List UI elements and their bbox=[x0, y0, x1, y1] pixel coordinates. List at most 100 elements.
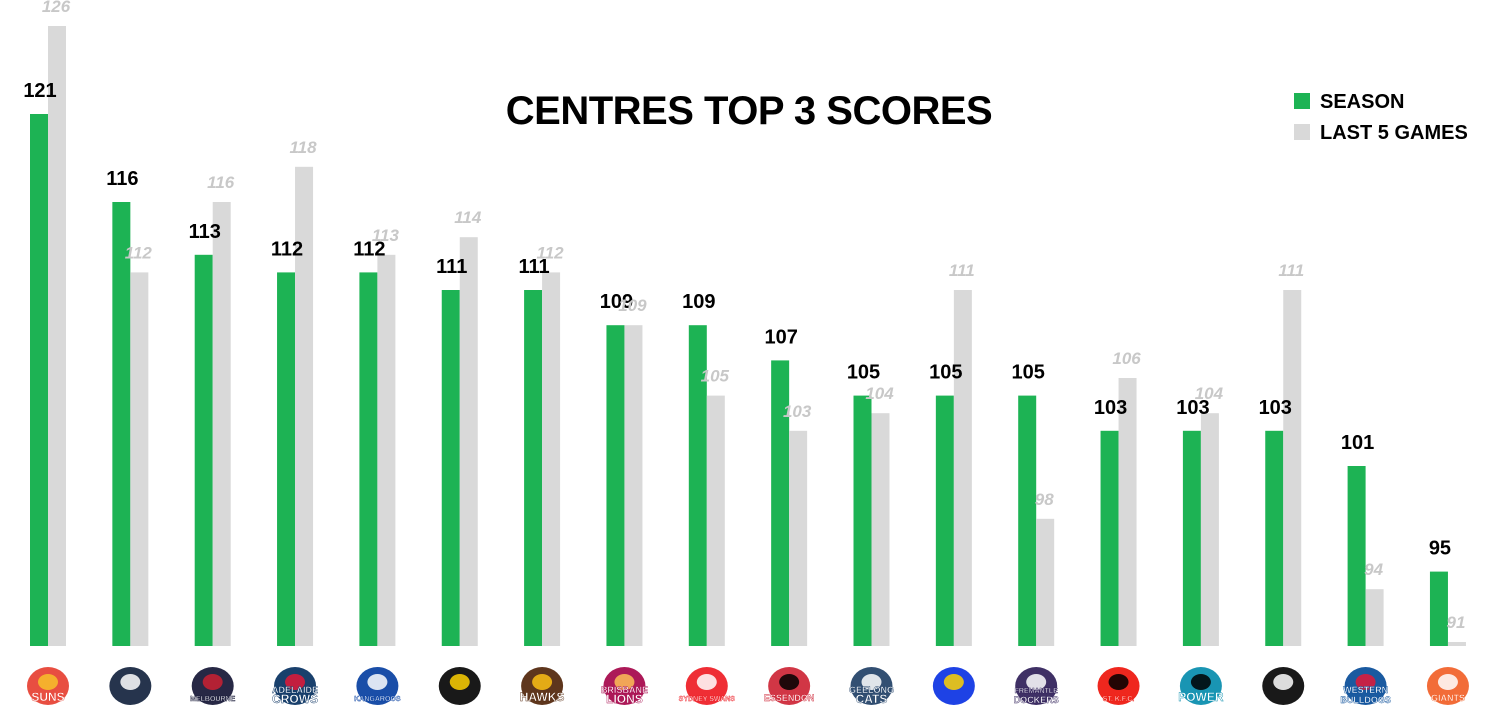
team-logo-text: CATS bbox=[856, 692, 888, 706]
last5-value-label: 105 bbox=[701, 367, 730, 386]
melbourne-logo: MELBOURNE bbox=[190, 667, 236, 705]
bar-season bbox=[1182, 430, 1201, 646]
season-value-label: 107 bbox=[764, 326, 797, 348]
bar-season bbox=[30, 114, 48, 646]
carlton-logo-emblem-detail bbox=[120, 674, 141, 690]
essendon-logo-emblem-detail bbox=[779, 674, 800, 690]
carlton-logo bbox=[109, 667, 152, 705]
geelong-cats-logo-emblem-detail bbox=[861, 674, 882, 690]
value-labels-group: 1211261161121131161121181121131111141111… bbox=[23, 0, 1465, 632]
port-adelaide-power-logo-emblem-detail bbox=[1190, 674, 1211, 690]
legend-label-season: SEASON bbox=[1320, 91, 1404, 113]
bar-last5 bbox=[871, 413, 890, 646]
bar-season bbox=[935, 395, 954, 646]
last5-value-label: 112 bbox=[125, 243, 153, 262]
bar-last5 bbox=[624, 325, 643, 646]
gws-giants-logo: GIANTS bbox=[1426, 667, 1469, 705]
last5-value-label: 106 bbox=[1112, 349, 1141, 368]
suns-logo-emblem-detail bbox=[38, 674, 58, 690]
last5-value-label: 114 bbox=[454, 208, 482, 227]
team-logo-text: SUNS bbox=[31, 690, 64, 704]
last5-value-label: 98 bbox=[1035, 490, 1054, 509]
st-kilda-logo-emblem-detail bbox=[1108, 674, 1129, 690]
richmond-tigers-logo-emblem-detail bbox=[449, 674, 470, 690]
bar-season bbox=[1347, 466, 1366, 646]
bar-last5 bbox=[459, 237, 478, 646]
collingwood-logo-emblem-detail bbox=[1273, 674, 1294, 690]
bar-last5 bbox=[706, 395, 725, 646]
hawks-logo-emblem-detail bbox=[532, 674, 553, 690]
bar-last5 bbox=[542, 272, 561, 646]
season-value-label: 112 bbox=[353, 238, 385, 260]
bar-season bbox=[1429, 571, 1448, 646]
season-value-label: 116 bbox=[106, 168, 138, 190]
last5-value-label: 109 bbox=[618, 296, 647, 315]
western-bulldogs-logo-emblem-detail bbox=[1355, 674, 1376, 690]
richmond-tigers-logo bbox=[438, 667, 481, 705]
last5-value-label: 111 bbox=[1278, 261, 1304, 280]
season-value-label: 103 bbox=[1259, 397, 1292, 419]
st-kilda-logo: ST. K.F.C. bbox=[1097, 667, 1140, 705]
team-logo-text: SYDNEY SWANS bbox=[679, 696, 736, 703]
legend: SEASON LAST 5 GAMES bbox=[1294, 91, 1468, 144]
bar-last5 bbox=[212, 202, 231, 646]
team-logo-text: KANGAROOS bbox=[354, 696, 401, 703]
bar-last5 bbox=[1283, 290, 1302, 646]
west-coast-eagles-logo bbox=[932, 667, 975, 705]
last5-value-label: 126 bbox=[42, 0, 71, 16]
season-value-label: 101 bbox=[1341, 432, 1374, 454]
hawks-logo: HAWKS bbox=[520, 667, 565, 705]
bar-last5 bbox=[953, 290, 972, 646]
team-logo-text: CROWS bbox=[272, 692, 318, 706]
sydney-swans-logo-emblem-detail bbox=[696, 674, 717, 690]
bar-season bbox=[359, 272, 378, 646]
team-logo-text: DOCKERS bbox=[1014, 695, 1059, 705]
port-adelaide-power-logo: POWER bbox=[1178, 667, 1224, 705]
last5-value-label: 104 bbox=[865, 384, 894, 403]
suns-logo: SUNS bbox=[27, 667, 69, 705]
last5-value-label: 116 bbox=[207, 173, 235, 192]
team-logo-text: FREMANTLE bbox=[1015, 688, 1058, 695]
bar-season bbox=[277, 272, 296, 646]
bar-season bbox=[1100, 430, 1119, 646]
last5-value-label: 94 bbox=[1364, 560, 1383, 579]
season-value-label: 121 bbox=[23, 80, 56, 102]
team-logo-text: LIONS bbox=[606, 692, 643, 706]
bars-group bbox=[30, 26, 1466, 647]
last5-value-label: 112 bbox=[537, 243, 565, 262]
legend-swatch-season bbox=[1294, 93, 1310, 109]
bar-season bbox=[1018, 395, 1037, 646]
season-value-label: 105 bbox=[929, 362, 962, 384]
essendon-logo: ESSENDON bbox=[764, 667, 815, 705]
team-logo-text: ADELAIDE bbox=[272, 685, 318, 695]
season-value-label: 103 bbox=[1176, 397, 1209, 419]
team-logo-text: HAWKS bbox=[520, 690, 565, 704]
bar-season bbox=[524, 290, 543, 646]
team-logo-text: BRISBANE bbox=[601, 685, 648, 695]
team-logo-text: MELBOURNE bbox=[190, 696, 235, 703]
bar-season bbox=[688, 325, 707, 646]
bar-season bbox=[1265, 430, 1284, 646]
bar-last5 bbox=[789, 430, 808, 646]
season-value-label: 111 bbox=[519, 256, 550, 278]
bar-last5 bbox=[48, 26, 66, 646]
last5-value-label: 111 bbox=[949, 261, 975, 280]
bar-season bbox=[194, 254, 213, 647]
bar-season bbox=[771, 360, 790, 646]
bar-last5 bbox=[1447, 642, 1466, 646]
fremantle-dockers-logo-emblem-detail bbox=[1026, 674, 1047, 690]
bar-season bbox=[853, 395, 872, 646]
bar-last5 bbox=[1118, 378, 1137, 646]
team-logo-text: BULLDOGS bbox=[1340, 695, 1391, 705]
bar-season bbox=[112, 202, 131, 646]
season-value-label: 109 bbox=[600, 291, 633, 313]
season-value-label: 103 bbox=[1094, 397, 1127, 419]
team-logo-text: ST. K.F.C. bbox=[1103, 696, 1135, 703]
melbourne-logo-emblem-detail bbox=[202, 674, 223, 690]
team-logo-text: GIANTS bbox=[1431, 693, 1465, 703]
